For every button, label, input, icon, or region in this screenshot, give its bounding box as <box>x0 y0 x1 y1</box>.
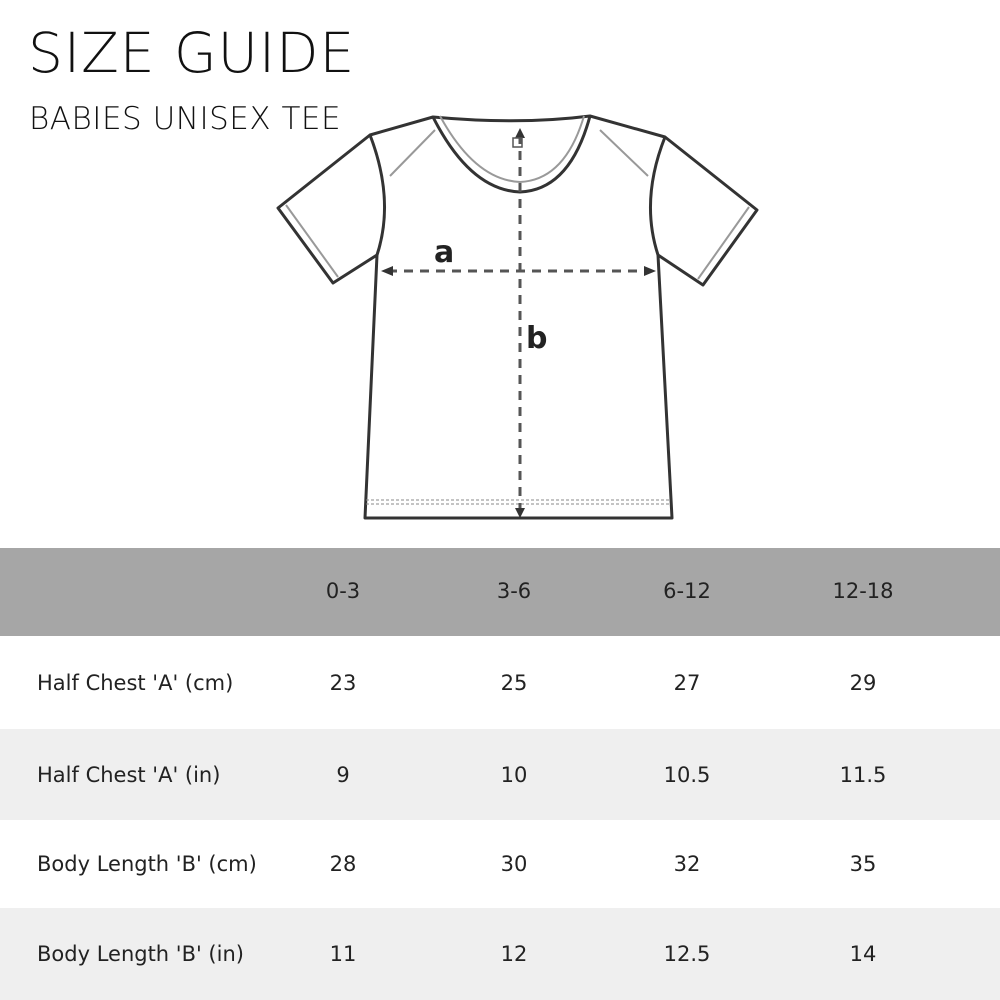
neckline-trim <box>439 115 585 183</box>
label-b: b <box>526 321 547 356</box>
page-subtitle: BABIES UNISEX TEE <box>29 101 342 137</box>
table-row: Body Length 'B' (in) 11 12 12.5 14 <box>0 908 1000 1000</box>
table-cell: 28 <box>329 852 357 876</box>
tshirt-outline <box>276 114 759 520</box>
table-cell: 10.5 <box>663 762 711 787</box>
table-cell: 11.5 <box>839 762 887 787</box>
table-cell: 32 <box>673 852 701 876</box>
label-a: a <box>434 235 454 270</box>
size-table: 0-3 3-6 6-12 12-18 Half Chest 'A' (cm) 2… <box>0 548 1000 1000</box>
right-sleeve-trim <box>697 206 750 280</box>
table-row: Half Chest 'A' (cm) 23 25 27 29 <box>0 636 1000 729</box>
column-header: 3-6 <box>496 579 532 603</box>
table-header-row: 0-3 3-6 6-12 12-18 <box>0 548 1000 636</box>
table-cell: 10 <box>500 762 528 787</box>
table-row: Body Length 'B' (cm) 28 30 32 35 <box>0 820 1000 908</box>
table-cell: 29 <box>849 670 877 695</box>
table-cell: 27 <box>673 670 701 695</box>
page-title: SIZE GUIDE <box>28 21 356 85</box>
row-label: Half Chest 'A' (cm) <box>37 670 234 695</box>
arrow-a-right <box>644 266 656 276</box>
table-cell: 14 <box>849 942 877 966</box>
table-cell: 11 <box>329 942 357 966</box>
arrow-b-top <box>515 128 525 138</box>
table-cell: 35 <box>849 852 877 876</box>
column-header: 6-12 <box>663 579 711 603</box>
row-label: Body Length 'B' (in) <box>37 942 244 966</box>
column-header: 12-18 <box>832 579 894 603</box>
tshirt-diagram: a b <box>276 114 759 520</box>
arrow-a-left <box>381 266 393 276</box>
table-cell: 12 <box>500 942 528 966</box>
left-armhole <box>368 134 387 256</box>
table-cell: 30 <box>500 852 528 876</box>
table-cell: 25 <box>500 670 528 695</box>
right-shoulder-trim <box>599 129 649 177</box>
arrow-b-bottom <box>515 508 525 518</box>
neck-label-tag <box>512 137 523 148</box>
table-cell: 23 <box>329 670 357 695</box>
right-armhole <box>648 136 667 256</box>
left-sleeve-trim <box>285 204 339 278</box>
row-label: Body Length 'B' (cm) <box>37 852 257 876</box>
table-row: Half Chest 'A' (in) 9 10 10.5 11.5 <box>0 729 1000 820</box>
table-cell: 9 <box>336 762 350 787</box>
table-cell: 12.5 <box>663 942 711 966</box>
row-label: Half Chest 'A' (in) <box>37 762 221 787</box>
left-shoulder-trim <box>389 129 436 177</box>
column-header: 0-3 <box>325 579 361 603</box>
